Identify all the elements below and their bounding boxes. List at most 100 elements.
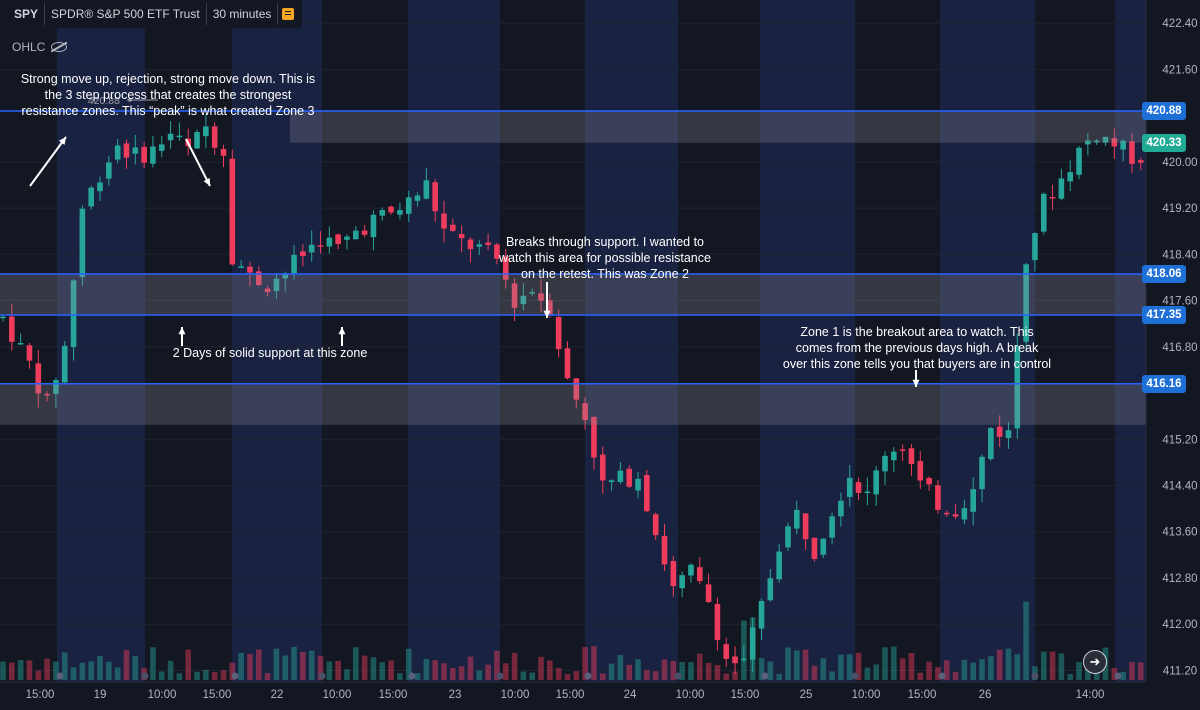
candle-body — [405, 197, 412, 214]
candle-body — [767, 578, 774, 601]
candle-body — [388, 206, 394, 213]
arrow-zone2-head — [543, 310, 551, 318]
candle-body — [996, 426, 1003, 437]
candle-body — [238, 266, 244, 268]
volume-bar — [617, 654, 624, 680]
candle-body — [70, 280, 77, 348]
volume-bar — [1014, 654, 1021, 680]
time-tick-label: 15:00 — [26, 689, 55, 701]
candle-body — [988, 428, 994, 459]
session-band — [585, 0, 678, 682]
candle-body — [494, 244, 500, 259]
candle-body — [538, 293, 544, 301]
price-tick-label: 412.80 — [1162, 573, 1197, 585]
volume-bar — [317, 655, 324, 680]
candle-body — [220, 149, 227, 156]
candle-body — [776, 551, 782, 580]
volume-bar — [564, 673, 571, 680]
volume-bar — [1111, 667, 1118, 680]
volume-bar — [846, 654, 853, 680]
volume-bar — [70, 667, 77, 680]
volume-bar — [855, 652, 862, 680]
volume-bar — [802, 649, 809, 680]
symbol-header[interactable]: SPY SPDR® S&P 500 ETF Trust 30 minutes — [0, 0, 303, 28]
volume-bar — [291, 646, 297, 680]
volume-bar — [785, 647, 791, 680]
candle-body — [952, 514, 959, 517]
candle-body — [1040, 193, 1047, 232]
price-label-418-06: 418.06 — [1142, 264, 1186, 283]
candle-body — [467, 239, 474, 250]
volume-bar — [185, 649, 192, 680]
time-tick-label: 19 — [94, 689, 107, 701]
volume-bar — [494, 650, 500, 680]
price-tick-label: 421.60 — [1162, 64, 1197, 76]
scroll-to-realtime-button[interactable]: ➜ — [1083, 650, 1107, 674]
candle-body — [608, 480, 615, 483]
volume-bar — [229, 662, 236, 680]
volume-bar — [485, 664, 491, 680]
candle-body — [317, 245, 324, 247]
volume-bar — [741, 620, 747, 680]
volume-bar — [520, 671, 527, 680]
candle-body — [1102, 136, 1109, 143]
eye-hidden-icon[interactable] — [51, 42, 68, 52]
zone-rectangle[interactable] — [0, 273, 1146, 315]
volume-bar — [344, 669, 350, 680]
volume-bar — [1120, 672, 1126, 680]
candle-body — [176, 135, 183, 138]
volume-bar — [247, 653, 253, 680]
arrow-down-right — [185, 138, 211, 187]
price-tick-label: 418.40 — [1162, 249, 1197, 261]
candle-body — [785, 526, 791, 548]
price-label-417-35: 417.35 — [1142, 305, 1186, 324]
candle-body — [476, 244, 483, 247]
volume-bar — [53, 661, 59, 680]
candle-body — [432, 182, 438, 212]
candle-body — [1111, 138, 1118, 147]
volume-bar — [732, 671, 738, 680]
arrow-down-right-head — [203, 178, 210, 186]
candle-body — [53, 380, 59, 394]
candle-body — [264, 288, 271, 292]
volume-bar — [203, 669, 209, 680]
moon-icon — [761, 672, 769, 680]
volume-bar — [538, 656, 544, 680]
volume-bar — [26, 660, 33, 680]
candle-body — [458, 234, 465, 239]
volume-bar — [1067, 673, 1074, 680]
interval-label[interactable]: 30 minutes — [207, 3, 279, 25]
moon-icon — [1114, 672, 1122, 680]
volume-bar — [167, 660, 174, 680]
zone-rectangle[interactable] — [0, 383, 1146, 425]
price-tick-label: 416.80 — [1162, 342, 1197, 354]
moon-icon — [938, 672, 946, 680]
candle-body — [26, 345, 33, 361]
zone-rectangle[interactable] — [290, 110, 1146, 143]
symbol-ticker[interactable]: SPY — [0, 3, 46, 25]
time-tick-label: 23 — [449, 689, 462, 701]
time-tick-label: 15:00 — [203, 689, 232, 701]
volume-bar — [17, 660, 24, 680]
volume-bar — [405, 648, 412, 680]
candle-body — [564, 348, 571, 379]
volume-bar — [864, 667, 871, 680]
volume-bar — [44, 658, 50, 680]
candle-body — [141, 146, 147, 163]
candle-body — [1093, 140, 1100, 143]
candle-body — [679, 575, 685, 589]
volume-bar — [308, 650, 315, 680]
candle-body — [979, 456, 985, 490]
volume-bar — [988, 656, 994, 680]
candle-body — [441, 213, 447, 229]
candle-body — [644, 475, 650, 512]
candle-body — [970, 489, 976, 512]
price-tick-label: 411.20 — [1163, 665, 1197, 677]
time-tick-label: 15:00 — [731, 689, 760, 701]
time-tick-label: 10:00 — [323, 689, 352, 701]
volume-bar — [458, 666, 465, 680]
candle-body — [1076, 147, 1082, 175]
volume-bar — [361, 655, 368, 680]
flag-icon[interactable] — [282, 8, 295, 20]
